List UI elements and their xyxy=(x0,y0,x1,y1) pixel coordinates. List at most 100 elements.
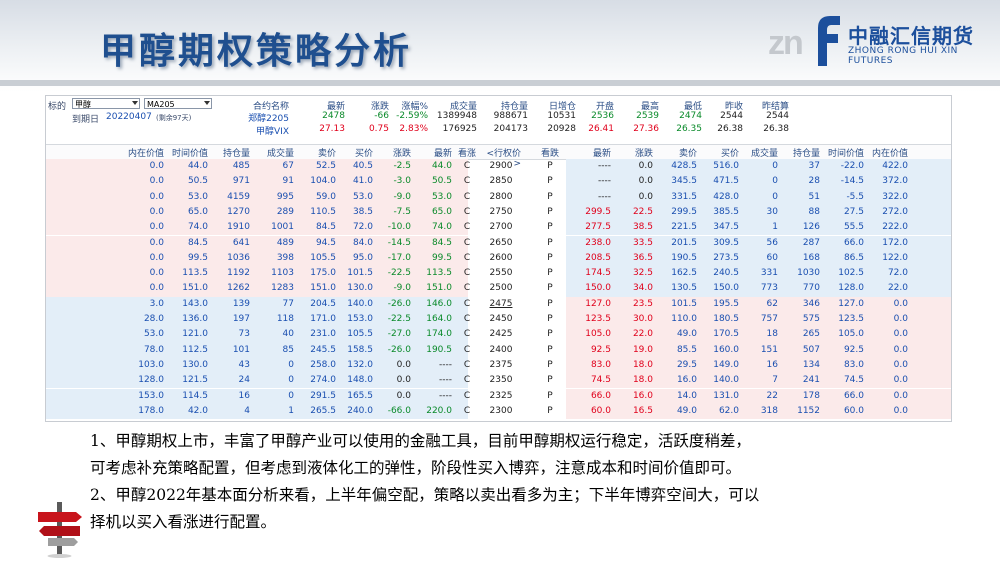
put-side-background xyxy=(566,403,951,420)
option-col-header[interactable]: 时间价值 xyxy=(171,149,208,159)
strike-price[interactable]: 2500 xyxy=(489,283,513,294)
table-row[interactable]: 0.0 113.5 1192 1103 175.0 101.5 -22.5 113.5 C 255… xyxy=(46,266,951,282)
table-cell: 190.5 xyxy=(426,344,452,355)
option-col-header[interactable]: 买价 xyxy=(354,149,373,159)
table-cell: 180.5 xyxy=(713,314,739,324)
table-row[interactable]: 153.0 114.5 16 0 291.5 165.5 0.0 ---- C 2325 P 66.0… xyxy=(46,388,951,404)
option-col-header[interactable]: 最新 xyxy=(592,149,611,159)
strike-price[interactable]: 2450 xyxy=(489,314,513,324)
strike-price[interactable]: 2650 xyxy=(489,237,513,248)
strike-price[interactable]: 2475 xyxy=(489,298,513,309)
put-flag: P xyxy=(547,237,553,248)
option-col-header[interactable]: 涨跌 xyxy=(634,149,653,159)
strike-price[interactable]: 2750 xyxy=(489,206,513,217)
signpost-icon xyxy=(38,502,82,558)
strike-price[interactable]: 2600 xyxy=(489,252,513,263)
option-col-header[interactable]: 看跌 xyxy=(541,149,560,159)
option-col-header[interactable]: 卖价 xyxy=(678,149,697,159)
table-cell: 0.0 xyxy=(893,329,908,340)
table-row[interactable]: 0.0 74.0 1910 1001 84.5 72.0 -10.0 74.0 C 2700 P 27… xyxy=(46,220,951,236)
contract-select[interactable]: MA205 xyxy=(144,98,212,109)
table-cell: 165.5 xyxy=(347,390,373,401)
option-quote-screenshot: 标的 甲醇 MA205 到期日 20220407 (剩余97天) 合约名称 最新涨… xyxy=(45,95,952,422)
table-cell: 99.5 xyxy=(187,252,208,263)
strike-price[interactable]: 2400 xyxy=(489,344,513,355)
option-col-header[interactable]: 看涨 xyxy=(458,149,477,159)
table-row[interactable]: 103.0 130.0 43 0 258.0 132.0 0.0 ---- C 2375 P 83.0… xyxy=(46,357,951,374)
strike-price[interactable]: 2375 xyxy=(489,359,513,370)
option-col-header[interactable]: 时间价值 xyxy=(827,149,864,159)
option-col-header[interactable]: 买价 xyxy=(720,149,739,159)
strike-price[interactable]: 2350 xyxy=(489,375,513,386)
table-cell: -2.5 xyxy=(393,161,411,171)
table-cell: 773 xyxy=(760,283,778,294)
call-side-background xyxy=(46,266,468,282)
table-cell: 74.0 xyxy=(431,222,452,233)
option-col-header[interactable]: <行权价> xyxy=(486,149,521,169)
underlying-select[interactable]: 甲醇 xyxy=(72,98,140,109)
table-row[interactable]: 28.0 136.0 197 118 171.0 153.0 -22.5 164.0 C 2450… xyxy=(46,312,951,328)
strike-price[interactable]: 2900 xyxy=(489,161,513,171)
option-col-header[interactable]: 最新 xyxy=(433,149,452,159)
table-cell: 971 xyxy=(232,176,250,187)
table-row[interactable]: 3.0 143.0 139 77 204.5 140.0 -26.0 146.0 C 2475 P 1… xyxy=(46,296,951,312)
table-cell: 0.0 xyxy=(149,252,164,263)
quote-col-header: 昨结算 xyxy=(761,102,789,112)
strike-price[interactable]: 2800 xyxy=(489,191,513,202)
table-cell: ---- xyxy=(439,375,452,386)
table-row[interactable]: 0.0 50.5 971 91 104.0 41.0 -3.0 50.5 C 2850 P ---- 0… xyxy=(46,174,951,190)
table-cell: 0.0 xyxy=(149,161,164,171)
quote-value: 2478 xyxy=(322,111,345,121)
table-row[interactable]: 0.0 65.0 1270 289 110.5 38.5 -7.5 65.0 C 2750 P 299… xyxy=(46,204,951,221)
table-row[interactable]: 0.0 84.5 641 489 94.5 84.0 -14.5 84.5 C 2650 P 238.… xyxy=(46,235,951,251)
put-flag: P xyxy=(547,390,553,401)
table-row[interactable]: 0.0 53.0 4159 995 59.0 53.0 -9.0 53.0 C 2800 P ----… xyxy=(46,189,951,205)
logo-f-icon xyxy=(818,16,840,66)
put-side-background xyxy=(566,342,951,358)
table-row[interactable]: 0.0 99.5 1036 398 105.5 95.0 -17.0 99.5 C 2600 P 20… xyxy=(46,250,951,267)
strike-price[interactable]: 2850 xyxy=(489,176,513,187)
table-cell: 28.0 xyxy=(143,314,164,324)
quote-value: -66 xyxy=(374,111,389,121)
option-col-header[interactable]: 内在价值 xyxy=(127,149,164,159)
table-cell: 178.0 xyxy=(138,405,164,416)
strike-price[interactable]: 2300 xyxy=(489,405,513,416)
logo-mark: zn xyxy=(768,24,804,62)
table-row[interactable]: 53.0 121.0 73 40 231.0 105.5 -27.0 174.0 C 2425 P 1… xyxy=(46,327,951,343)
option-col-header[interactable]: 涨跌 xyxy=(392,149,411,159)
option-col-header[interactable]: 持仓量 xyxy=(792,149,820,159)
table-row[interactable]: 0.0 151.0 1262 1283 151.0 130.0 -9.0 151.0 C 2500… xyxy=(46,281,951,297)
table-cell: 318 xyxy=(760,405,778,416)
put-flag: P xyxy=(547,329,553,340)
table-cell: -9.0 xyxy=(393,283,411,294)
table-cell: 62.0 xyxy=(718,405,739,416)
table-cell: 0 xyxy=(772,191,778,202)
table-cell: 331.5 xyxy=(671,191,697,202)
table-row[interactable]: 78.0 112.5 101 85 245.5 158.5 -26.0 190.5 C 2400 P… xyxy=(46,342,951,358)
quote-value: 20928 xyxy=(547,124,576,134)
option-col-header[interactable]: 持仓量 xyxy=(222,149,250,159)
option-col-header[interactable]: 卖价 xyxy=(317,149,336,159)
strike-price[interactable]: 2425 xyxy=(489,329,513,340)
quote-contract-name[interactable]: 郑醇2205 xyxy=(248,114,289,124)
strike-price[interactable]: 2550 xyxy=(489,268,513,279)
table-cell: 231.0 xyxy=(310,329,336,340)
table-cell: 174.0 xyxy=(426,329,452,340)
option-col-header[interactable]: 内在价值 xyxy=(871,149,908,159)
option-col-header[interactable]: 成交量 xyxy=(750,149,778,159)
table-cell: 162.5 xyxy=(671,268,697,279)
table-row[interactable]: 128.0 121.5 24 0 274.0 148.0 0.0 ---- C 2350 P 74.5… xyxy=(46,373,951,389)
table-cell: 126 xyxy=(802,222,820,233)
table-cell: 16 xyxy=(238,390,250,401)
strike-price[interactable]: 2325 xyxy=(489,390,513,401)
table-row[interactable]: 178.0 42.0 4 1 265.5 240.0 -66.0 220.0 C 2300 P 60.… xyxy=(46,403,951,420)
table-cell: 274.0 xyxy=(310,375,336,386)
option-col-header[interactable]: 成交量 xyxy=(266,149,294,159)
table-cell: 105.5 xyxy=(347,329,373,340)
table-row[interactable]: 0.0 44.0 485 67 52.5 40.5 -2.5 44.0 C 2900 P ---- 0.… xyxy=(46,159,951,175)
table-cell: 33.5 xyxy=(632,237,653,248)
quote-contract-name[interactable]: 甲醇VIX xyxy=(256,127,289,137)
strike-price[interactable]: 2700 xyxy=(489,222,513,233)
call-flag: C xyxy=(463,252,471,263)
table-cell: 84.5 xyxy=(315,222,336,233)
